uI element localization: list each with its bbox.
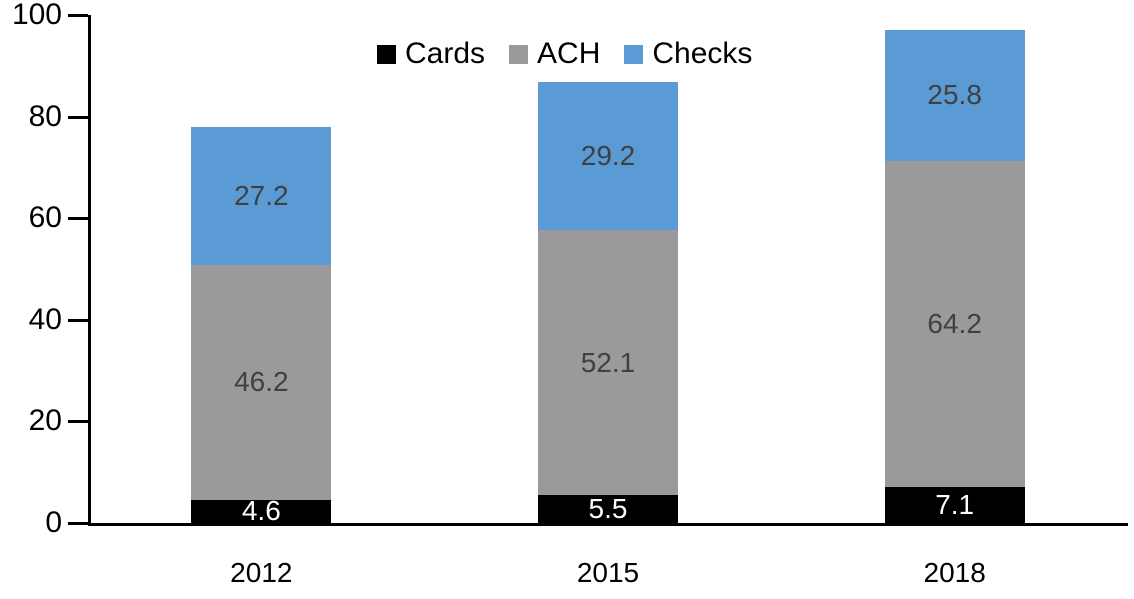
y-tick-mark xyxy=(68,217,88,221)
legend-swatch-icon xyxy=(624,44,644,64)
x-axis-label: 2018 xyxy=(923,557,986,588)
bar-segment: 7.1 xyxy=(884,486,1025,523)
legend-label: ACH xyxy=(537,37,601,70)
legend-swatch-icon xyxy=(509,44,529,64)
x-axis-line xyxy=(88,523,1128,526)
bar-segment-label: 64.2 xyxy=(927,307,982,339)
bar-segment: 4.6 xyxy=(191,495,332,527)
x-axis-label: 2012 xyxy=(230,557,293,588)
legend-item: Cards xyxy=(377,37,485,71)
bar-segment: 25.8 xyxy=(884,29,1025,161)
bar-segment: 46.2 xyxy=(191,264,332,500)
bar-segment: 27.2 xyxy=(191,126,332,265)
bar-segment-label: 25.8 xyxy=(927,79,982,111)
x-axis-label: 2015 xyxy=(576,557,640,588)
bar-segment-label: 46.2 xyxy=(234,366,289,398)
y-tick-mark xyxy=(68,522,88,525)
bar-segment: 29.2 xyxy=(538,82,678,231)
legend-item: Checks xyxy=(624,37,752,71)
legend-label: Checks xyxy=(652,37,753,70)
y-tick-label: 100 xyxy=(11,0,62,31)
y-tick-label: 80 xyxy=(28,99,62,133)
bar-segment-label: 7.1 xyxy=(935,488,975,520)
y-tick-label: 0 xyxy=(45,506,62,539)
y-tick-label: 40 xyxy=(28,302,62,336)
bar-segment: 5.5 xyxy=(538,495,678,523)
y-tick-mark xyxy=(68,14,88,17)
y-tick-mark xyxy=(68,115,88,119)
y-tick-label: 20 xyxy=(28,404,62,438)
y-tick-mark xyxy=(68,420,88,424)
bar-segment-label: 29.2 xyxy=(580,140,636,172)
bar-segment: 52.1 xyxy=(538,230,678,496)
legend-item: ACH xyxy=(509,37,600,71)
legend-swatch-icon xyxy=(377,44,396,64)
legend-label: Cards xyxy=(405,37,486,70)
chart-legend: Cards ACH Checks xyxy=(377,37,752,71)
bar-segment: 64.2 xyxy=(884,160,1025,487)
bar-segment-label: 5.5 xyxy=(588,493,628,525)
bar-segment-label: 4.6 xyxy=(241,495,281,527)
bar-segment-label: 52.1 xyxy=(580,346,636,378)
bar-segment-label: 27.2 xyxy=(234,179,289,211)
y-tick-mark xyxy=(68,318,88,322)
y-tick-label: 60 xyxy=(28,201,62,235)
y-axis-line xyxy=(88,15,91,526)
